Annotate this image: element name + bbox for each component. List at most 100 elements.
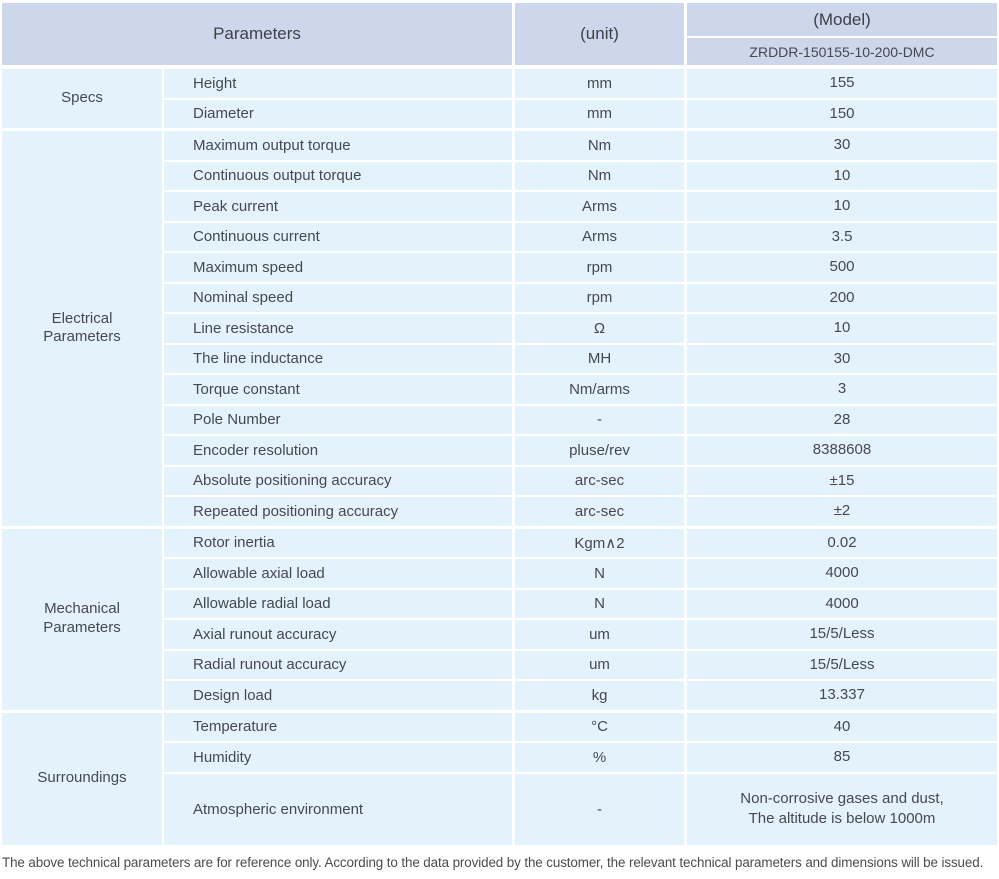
table-row: Height mm 155 [164, 69, 997, 98]
param-cell: Absolute positioning accuracy [164, 466, 512, 495]
table-row: Encoder resolution pluse/rev 8388608 [164, 436, 997, 465]
table-row: Design load kg 13.337 [164, 681, 997, 710]
section-mechanical: Mechanical Parameters Rotor inertia Kgm∧… [2, 528, 997, 710]
param-cell: Continuous output torque [164, 161, 512, 190]
param-cell: Line resistance [164, 314, 512, 343]
value-cell: 8388608 [687, 436, 997, 465]
param-cell: Maximum speed [164, 253, 512, 282]
table-row: Atmospheric environment - Non-corrosive … [164, 773, 997, 845]
unit-cell: MH [515, 344, 684, 373]
category-cell-mechanical: Mechanical Parameters [2, 528, 162, 710]
table-row: Axial runout accuracy um 15/5/Less [164, 620, 997, 649]
value-cell: 30 [687, 344, 997, 373]
param-cell: Humidity [164, 743, 512, 772]
param-cell: Repeated positioning accuracy [164, 497, 512, 526]
value-cell: ±15 [687, 466, 997, 495]
table-row: Peak current Arms 10 [164, 192, 997, 221]
table-row: Repeated positioning accuracy arc-sec ±2 [164, 497, 997, 526]
value-cell: 15/5/Less [687, 620, 997, 649]
value-cell: 15/5/Less [687, 650, 997, 679]
header-unit: (unit) [515, 3, 684, 65]
unit-cell: N [515, 559, 684, 588]
param-cell: Maximum output torque [164, 131, 512, 160]
param-cell: Radial runout accuracy [164, 650, 512, 679]
value-cell: 4000 [687, 559, 997, 588]
unit-cell: Nm [515, 161, 684, 190]
unit-cell: °C [515, 712, 684, 741]
param-cell: Temperature [164, 712, 512, 741]
table-row: Torque constant Nm/arms 3 [164, 375, 997, 404]
param-cell: Diameter [164, 99, 512, 128]
value-cell: 13.337 [687, 681, 997, 710]
param-cell: Rotor inertia [164, 528, 512, 557]
category-cell-specs: Specs [2, 69, 162, 128]
table-row: Nominal speed rpm 200 [164, 283, 997, 312]
value-cell: 10 [687, 161, 997, 190]
unit-cell: mm [515, 99, 684, 128]
category-cell-surroundings: Surroundings [2, 712, 162, 845]
unit-cell: - [515, 773, 684, 845]
section-electrical-rows: Maximum output torque Nm 30 Continuous o… [164, 131, 997, 526]
table-row: Absolute positioning accuracy arc-sec ±1… [164, 466, 997, 495]
value-cell: 10 [687, 192, 997, 221]
table-row: Temperature °C 40 [164, 712, 997, 741]
unit-cell: Kgm∧2 [515, 528, 684, 557]
unit-cell: rpm [515, 283, 684, 312]
value-cell: 3 [687, 375, 997, 404]
unit-cell: % [515, 743, 684, 772]
value-cell: 28 [687, 405, 997, 434]
section-surroundings: Surroundings Temperature °C 40 Humidity … [2, 712, 997, 845]
param-cell: Peak current [164, 192, 512, 221]
table-header-row: Parameters (unit) (Model) ZRDDR-150155-1… [2, 3, 997, 65]
value-cell: 0.02 [687, 528, 997, 557]
unit-cell: N [515, 589, 684, 618]
table-row: Rotor inertia Kgm∧2 0.02 [164, 528, 997, 557]
value-cell: 155 [687, 69, 997, 98]
section-specs-rows: Height mm 155 Diameter mm 150 [164, 69, 997, 128]
value-cell: 30 [687, 131, 997, 160]
table-row: Maximum speed rpm 500 [164, 253, 997, 282]
param-cell: Design load [164, 681, 512, 710]
param-cell: Continuous current [164, 222, 512, 251]
unit-cell: mm [515, 69, 684, 98]
value-cell: 85 [687, 743, 997, 772]
unit-cell: arc-sec [515, 466, 684, 495]
section-electrical: Electrical Parameters Maximum output tor… [2, 131, 997, 526]
value-cell: 40 [687, 712, 997, 741]
unit-cell: Nm/arms [515, 375, 684, 404]
value-cell: 200 [687, 283, 997, 312]
param-cell: Atmospheric environment [164, 773, 512, 845]
table-row: Diameter mm 150 [164, 99, 997, 128]
table-row: Maximum output torque Nm 30 [164, 131, 997, 160]
value-cell: 10 [687, 314, 997, 343]
table-row: Pole Number - 28 [164, 405, 997, 434]
param-cell: Allowable axial load [164, 559, 512, 588]
unit-cell: kg [515, 681, 684, 710]
table-row: Allowable radial load N 4000 [164, 589, 997, 618]
header-model-value: ZRDDR-150155-10-200-DMC [687, 38, 997, 65]
value-cell: 4000 [687, 589, 997, 618]
param-cell: Nominal speed [164, 283, 512, 312]
category-cell-electrical: Electrical Parameters [2, 131, 162, 526]
value-cell: 3.5 [687, 222, 997, 251]
value-cell: Non-corrosive gases and dust, The altitu… [687, 773, 997, 845]
table-row: Line resistance Ω 10 [164, 314, 997, 343]
unit-cell: rpm [515, 253, 684, 282]
section-mechanical-rows: Rotor inertia Kgm∧2 0.02 Allowable axial… [164, 528, 997, 710]
param-cell: Encoder resolution [164, 436, 512, 465]
param-cell: Height [164, 69, 512, 98]
footnote: The above technical parameters are for r… [2, 854, 984, 870]
header-parameters: Parameters [2, 3, 512, 65]
table-row: Humidity % 85 [164, 743, 997, 772]
unit-cell: Arms [515, 222, 684, 251]
param-cell: Axial runout accuracy [164, 620, 512, 649]
value-cell: 150 [687, 99, 997, 128]
param-cell: Allowable radial load [164, 589, 512, 618]
unit-cell: Nm [515, 131, 684, 160]
table-row: Continuous current Arms 3.5 [164, 222, 997, 251]
section-specs: Specs Height mm 155 Diameter mm 150 [2, 69, 997, 128]
param-cell: The line inductance [164, 344, 512, 373]
unit-cell: Ω [515, 314, 684, 343]
unit-cell: arc-sec [515, 497, 684, 526]
